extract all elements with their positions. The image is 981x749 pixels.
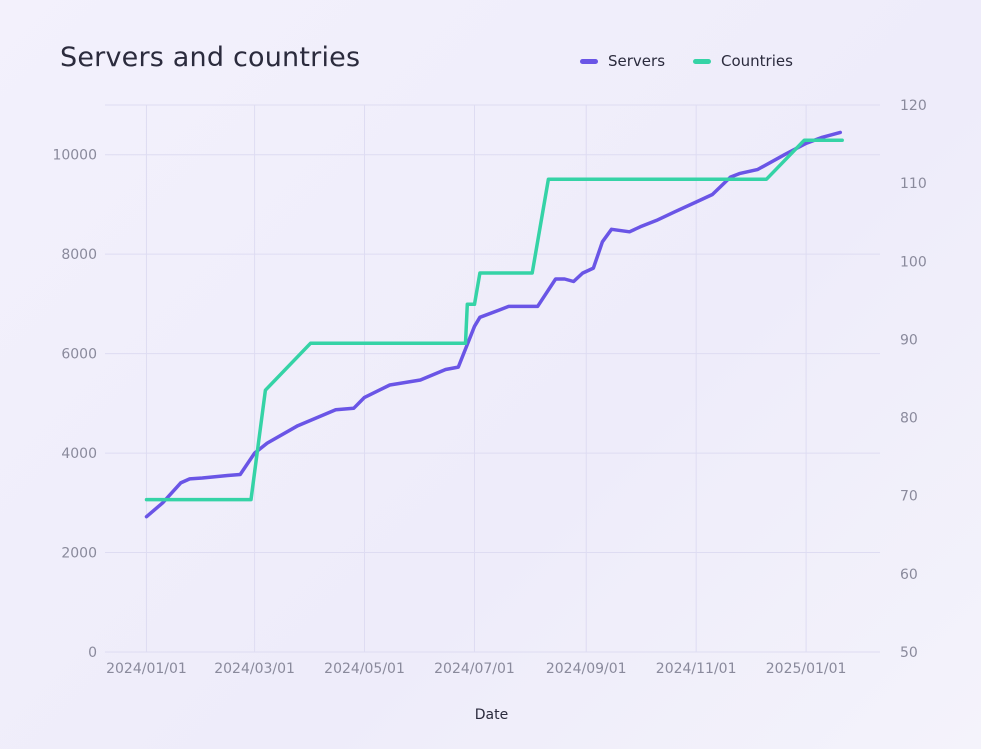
x-tick-label: 2025/01/01 [766,661,847,677]
y-left-tick-label: 6000 [61,347,97,363]
legend: Servers Countries [580,52,793,70]
y-left-tick-label: 8000 [61,247,97,263]
y-right-tick-label: 70 [900,489,918,505]
y-left-tick-label: 2000 [61,546,97,562]
y-left-tick-label: 0 [88,645,97,661]
legend-swatch-servers [580,58,598,64]
x-tick-label: 2024/01/01 [106,661,187,677]
legend-swatch-countries [693,58,712,64]
y-right-tick-label: 90 [900,332,918,348]
chart-title: Servers and countries [60,42,361,73]
y-right-tick-label: 50 [900,645,918,661]
series-line-countries [144,138,844,502]
x-tick-label: 2024/09/01 [546,661,627,677]
legend-label-servers: Servers [608,52,666,70]
legend-label-countries: Countries [721,52,793,70]
y-left-tick-label: 10000 [52,148,97,164]
x-tick-label: 2024/07/01 [434,661,515,677]
y-right-tick-label: 100 [900,254,927,270]
y-left-tick-label: 4000 [61,446,97,462]
y-right-tick-label: 60 [900,567,918,583]
y-right-tick-label: 80 [900,411,918,427]
legend-item-countries[interactable]: Countries [693,52,793,70]
x-tick-label: 2024/03/01 [214,661,295,677]
y-right-tick-label: 120 [900,98,927,114]
legend-item-servers[interactable]: Servers [580,52,665,70]
series-line-servers [144,130,843,519]
x-tick-label: 2024/11/01 [656,661,737,677]
x-axis-label: Date [475,707,508,723]
x-tick-label: 2024/05/01 [324,661,405,677]
y-right-tick-label: 110 [900,176,927,192]
